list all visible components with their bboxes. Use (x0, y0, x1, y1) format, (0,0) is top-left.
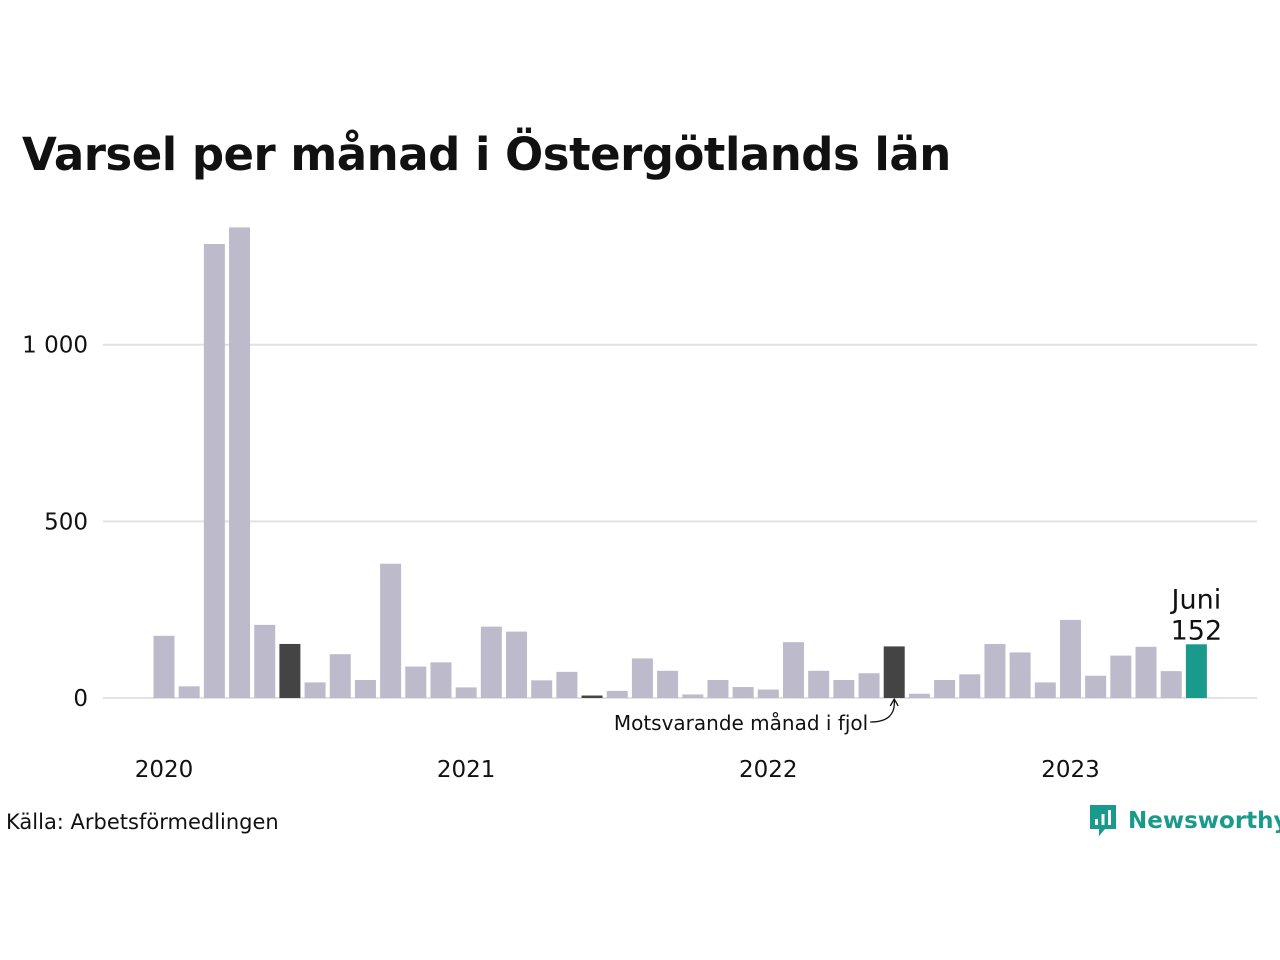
bar (229, 227, 251, 698)
bar (556, 671, 578, 698)
highlight-value-label: 152 (1171, 615, 1223, 646)
bar (934, 679, 956, 698)
bar (203, 244, 225, 698)
chart-bubble-icon (1090, 805, 1116, 836)
x-tick-label: 2020 (135, 757, 194, 783)
bar (1160, 671, 1182, 698)
y-tick-label: 1 000 (22, 333, 88, 359)
bar (254, 624, 276, 698)
annotation-arrow (870, 699, 895, 723)
source-note: Källa: Arbetsförmedlingen (6, 810, 279, 834)
logo-text: Newsworthy (1128, 808, 1280, 834)
annotation-previous-year: Motsvarande månad i fjol (614, 711, 868, 735)
bar (430, 662, 452, 698)
x-tick-label: 2021 (437, 757, 496, 783)
bar (631, 658, 653, 698)
bar (506, 631, 528, 698)
bar (1034, 682, 1056, 698)
x-tick-label: 2023 (1041, 757, 1100, 783)
bar (1085, 675, 1107, 698)
annotation-arrowhead (889, 697, 899, 707)
y-tick-label: 500 (44, 509, 88, 535)
bar (657, 670, 679, 698)
bar (808, 670, 830, 698)
bar (833, 679, 855, 698)
bar (682, 694, 704, 698)
bar (707, 679, 729, 698)
bar (178, 686, 200, 698)
y-tick-label: 0 (73, 686, 88, 712)
bar (606, 690, 628, 698)
bar (455, 687, 477, 698)
bar (1110, 655, 1132, 698)
bar (304, 682, 326, 698)
bar (531, 680, 553, 698)
bar (1009, 652, 1031, 698)
bar-same-month-previous-year (883, 646, 905, 698)
gridlines (103, 343, 1257, 699)
bar (908, 693, 930, 698)
x-axis-tick-labels: 2020 2021 2022 2023 (135, 757, 1100, 783)
bar (757, 689, 779, 698)
bar-same-month-previous-year (279, 643, 301, 698)
bar (329, 654, 351, 698)
bars (153, 227, 1207, 698)
bar (380, 563, 402, 698)
bar (1135, 646, 1157, 698)
bar (480, 626, 502, 698)
highlight-month-label: Juni (1170, 584, 1222, 615)
bar-current-month (1185, 644, 1207, 698)
bar (354, 679, 376, 698)
bar (858, 673, 880, 698)
chart-title: Varsel per månad i Östergötlands län (22, 128, 951, 181)
bar (153, 635, 175, 698)
bar (405, 666, 427, 698)
newsworthy-logo: Newsworthy (1088, 803, 1280, 839)
bar-same-month-previous-year (581, 695, 603, 698)
x-tick-label: 2022 (739, 757, 798, 783)
y-axis-tick-labels: 0 500 1 000 (22, 333, 88, 712)
bar (1059, 619, 1081, 698)
bar (984, 643, 1006, 698)
bar (783, 642, 804, 698)
bar (959, 674, 981, 698)
bar (732, 687, 754, 698)
